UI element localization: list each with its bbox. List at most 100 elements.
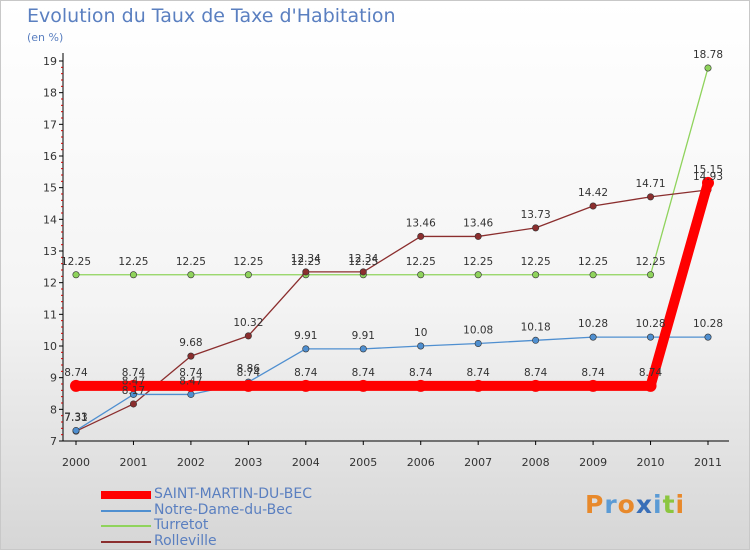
data-point xyxy=(589,202,597,210)
data-label: 8.74 xyxy=(581,367,605,379)
data-label: 8.74 xyxy=(466,367,490,379)
x-tick-label-2010: 2010 xyxy=(637,456,665,469)
data-label: 14.71 xyxy=(636,178,666,190)
y-tick-label-10: 10 xyxy=(43,340,57,353)
data-point xyxy=(127,379,140,392)
x-tick-label-2007: 2007 xyxy=(464,456,492,469)
data-label: 7.31 xyxy=(64,412,87,424)
data-point xyxy=(244,271,252,279)
data-point xyxy=(302,268,310,276)
data-point xyxy=(187,352,195,360)
data-label: 10.18 xyxy=(521,321,551,333)
x-tick-label-2000: 2000 xyxy=(62,456,90,469)
data-point xyxy=(647,271,655,279)
data-label: 12.25 xyxy=(406,256,436,268)
data-label: 8.74 xyxy=(294,367,318,379)
y-tick-label-18: 18 xyxy=(43,87,57,100)
y-tick-label-7: 7 xyxy=(50,435,57,448)
x-tick-label-2002: 2002 xyxy=(177,456,205,469)
data-point xyxy=(532,271,540,279)
data-label: 12.25 xyxy=(176,256,206,268)
x-tick-label-2003: 2003 xyxy=(234,456,262,469)
data-point xyxy=(359,345,367,353)
data-label: 8.74 xyxy=(122,367,146,379)
data-label: 15.15 xyxy=(693,164,723,176)
legend-label: Notre-Dame-du-Bec xyxy=(154,501,293,518)
data-label: 7.33 xyxy=(64,412,87,424)
legend-swatch xyxy=(101,540,151,543)
data-point xyxy=(417,342,425,350)
y-tick-label-16: 16 xyxy=(43,150,57,163)
data-label: 12.25 xyxy=(291,256,321,268)
data-label: 13.46 xyxy=(406,217,436,229)
data-label: 14.93 xyxy=(693,171,723,183)
data-label: 13.73 xyxy=(521,209,551,221)
data-label: 12.34 xyxy=(291,253,321,265)
x-tick-label-2005: 2005 xyxy=(349,456,377,469)
data-label: 10.28 xyxy=(693,318,723,330)
data-label: 8.17 xyxy=(122,385,145,397)
data-label: 8.74 xyxy=(64,367,88,379)
data-label: 12.34 xyxy=(348,253,378,265)
x-tick-label-2001: 2001 xyxy=(119,456,147,469)
series-line-rolleville xyxy=(75,189,709,432)
y-tick-label-11: 11 xyxy=(43,308,57,321)
data-point xyxy=(244,332,252,340)
data-label: 10.32 xyxy=(233,317,263,329)
data-label: 8.74 xyxy=(524,367,548,379)
data-point xyxy=(647,193,655,201)
data-label: 9.91 xyxy=(352,330,375,342)
data-point xyxy=(474,271,482,279)
data-label: 8.74 xyxy=(409,367,433,379)
data-point xyxy=(644,379,657,392)
y-tick-label-13: 13 xyxy=(43,245,57,258)
data-label: 8.74 xyxy=(179,367,203,379)
legend-label: Turretot xyxy=(154,517,209,533)
data-point xyxy=(532,224,540,232)
legend-label: SAINT-MARTIN-DU-BEC xyxy=(154,486,313,502)
data-point xyxy=(70,379,82,392)
data-label: 8.74 xyxy=(352,367,376,379)
y-tick-label-8: 8 xyxy=(50,403,57,416)
data-point xyxy=(357,379,370,392)
data-label: 12.25 xyxy=(118,256,148,268)
y-tick-label-15: 15 xyxy=(43,182,57,195)
data-label: 12.25 xyxy=(521,256,551,268)
y-tick-label-17: 17 xyxy=(43,118,57,131)
data-point xyxy=(702,176,714,189)
legend-swatch xyxy=(101,509,151,512)
logo-letter: o xyxy=(617,490,636,519)
data-label: 12.25 xyxy=(348,256,378,268)
data-point xyxy=(72,427,80,435)
data-point xyxy=(242,379,255,392)
series-line-saint-martin-du-bec xyxy=(76,181,713,391)
data-label: 13.46 xyxy=(463,217,493,229)
data-point xyxy=(72,271,80,279)
y-tick-label-14: 14 xyxy=(43,213,57,226)
x-tick-label-2006: 2006 xyxy=(407,456,435,469)
data-point xyxy=(129,271,137,279)
data-point xyxy=(589,333,597,341)
y-tick-label-9: 9 xyxy=(50,372,57,385)
data-label: 18.78 xyxy=(693,49,723,61)
data-point xyxy=(187,390,195,398)
logo-letter: r xyxy=(604,490,618,519)
data-label: 12.25 xyxy=(233,256,263,268)
data-point xyxy=(529,379,542,392)
data-point xyxy=(417,232,425,240)
data-label: 8.74 xyxy=(237,367,261,379)
x-tick-label-2004: 2004 xyxy=(292,456,320,469)
chart-title: Evolution du Taux de Taxe d'Habitation xyxy=(27,5,396,27)
x-tick-label-2011: 2011 xyxy=(694,456,722,469)
data-point xyxy=(129,400,137,408)
data-point xyxy=(704,333,712,341)
data-label: 8.47 xyxy=(122,375,145,387)
logo-letter: i xyxy=(653,490,663,519)
data-point xyxy=(184,379,197,392)
data-label: 10 xyxy=(414,327,427,339)
data-label: 12.25 xyxy=(578,256,608,268)
logo-letter: x xyxy=(635,490,653,519)
legend-label: Rolleville xyxy=(154,532,217,549)
